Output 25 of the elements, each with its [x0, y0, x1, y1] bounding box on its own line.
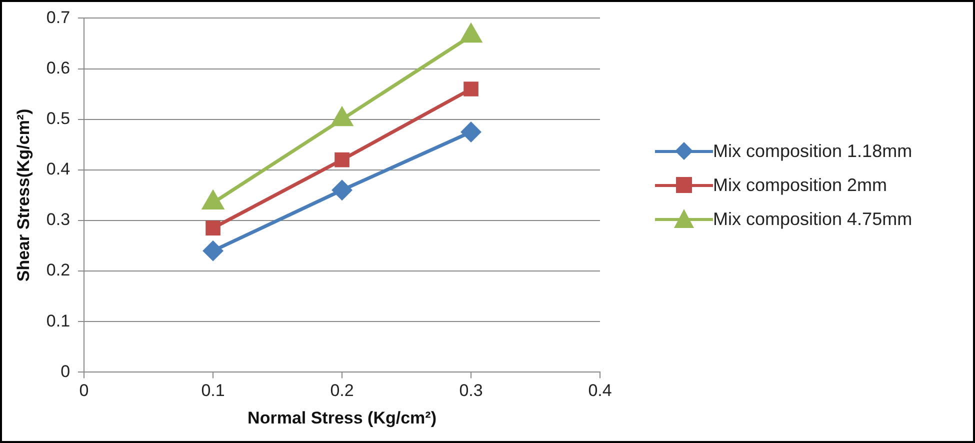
legend-label: Mix composition 2mm [713, 174, 888, 196]
y-tick-label: 0.6 [46, 58, 70, 78]
y-tick-label: 0.1 [46, 311, 70, 330]
point [461, 122, 481, 142]
y-tick-label: 0.5 [46, 109, 70, 128]
point [464, 82, 478, 96]
x-axis-title: Normal Stress (Kg/cm²) [248, 408, 436, 428]
point [460, 24, 482, 43]
point [203, 241, 223, 261]
y-tick-label: 0 [60, 362, 70, 381]
x-tick-label: 0.3 [459, 381, 483, 400]
point [334, 152, 350, 168]
y-axis-title: Shear Stress(Kg/cm²) [14, 108, 33, 282]
legend-label: Mix composition 1.18mm [713, 140, 913, 162]
y-tick-label: 0.2 [46, 260, 70, 280]
legend-label: Mix composition 4.75mm [713, 208, 913, 230]
x-tick-label: 0.2 [330, 381, 354, 400]
y-tick-label: 0.4 [46, 160, 70, 179]
x-tick-label: 0 [79, 381, 89, 400]
point [206, 220, 220, 236]
y-tick-label: 0.7 [46, 8, 70, 27]
y-tick-label: 0.3 [46, 210, 70, 230]
point [332, 180, 352, 200]
x-tick-label: 0.1 [201, 381, 225, 400]
x-tick-label: 0.4 [588, 381, 612, 400]
